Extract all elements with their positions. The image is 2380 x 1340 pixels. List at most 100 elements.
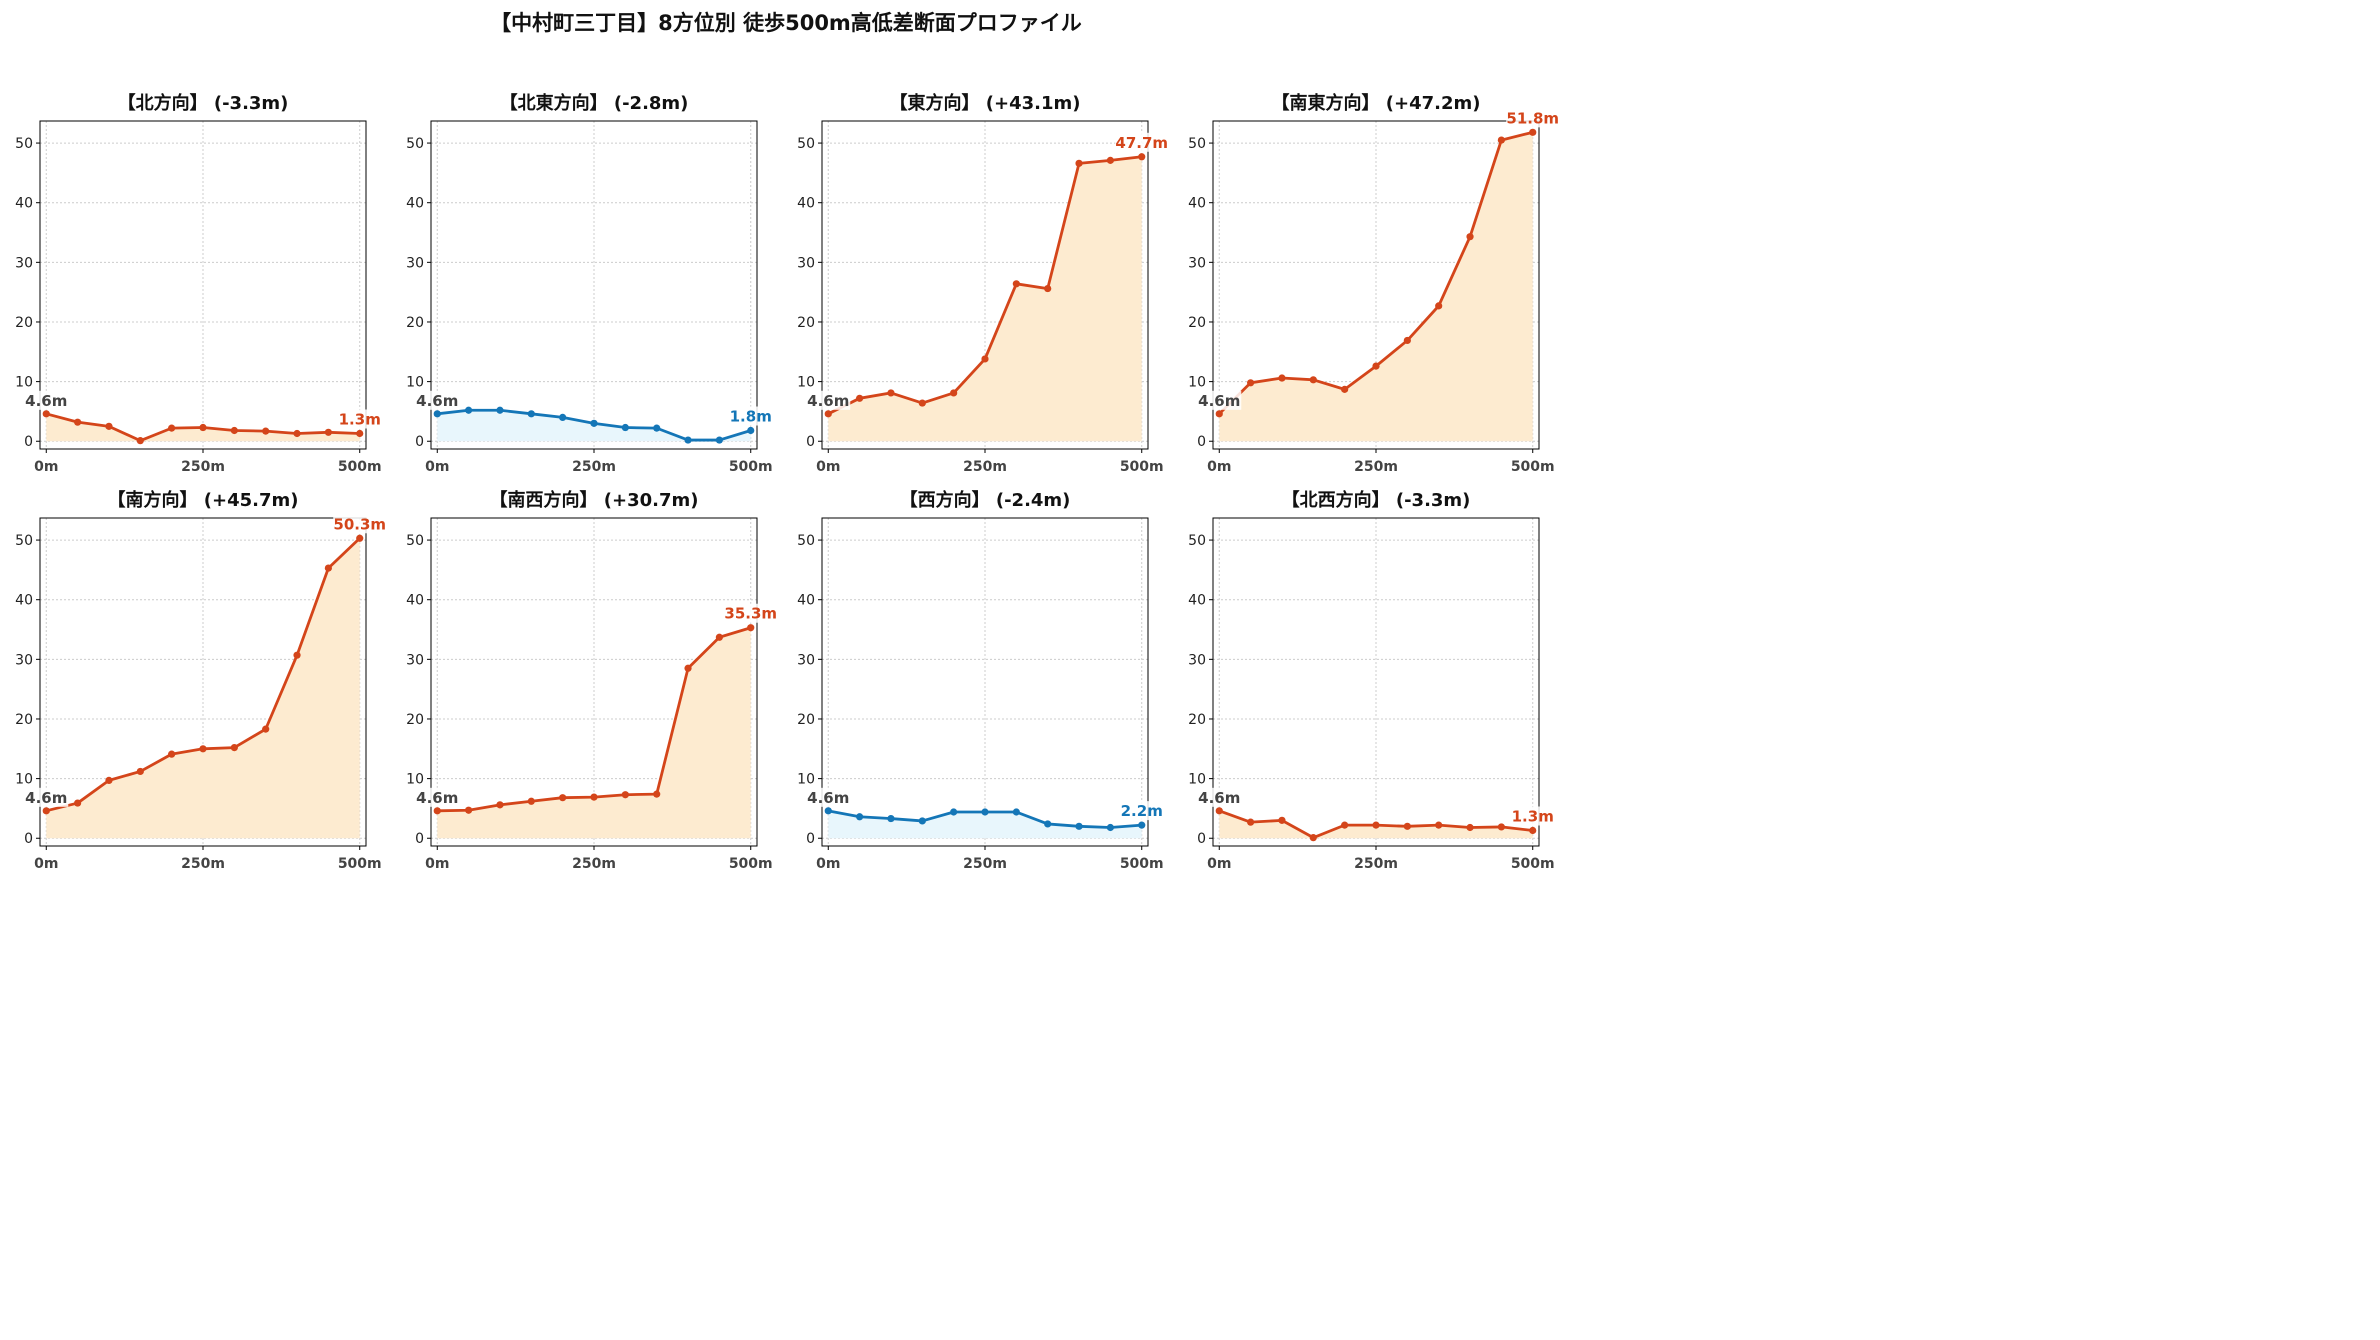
data-point — [199, 423, 207, 432]
data-point — [981, 355, 989, 363]
x-tick-label: 0m — [425, 459, 449, 475]
data-point — [465, 406, 473, 414]
panel-title: 【南西方向】 (+30.7m) — [490, 489, 699, 511]
x-tick-label: 0m — [816, 856, 840, 872]
data-point — [621, 791, 629, 799]
x-tick-label: 0m — [34, 856, 58, 872]
data-point — [1497, 823, 1505, 831]
start-value-label: 4.6m — [25, 789, 67, 807]
data-point — [433, 807, 441, 815]
data-point — [856, 394, 864, 402]
end-value-label: 35.3m — [724, 605, 777, 623]
data-point — [433, 410, 441, 418]
y-tick-label: 50 — [1188, 136, 1206, 152]
start-value-label: 4.6m — [416, 789, 458, 807]
start-label-bg — [806, 390, 851, 410]
end-value-label: 51.8m — [1506, 109, 1559, 127]
data-point — [42, 807, 50, 815]
y-tick-label: 10 — [406, 375, 424, 391]
data-point — [1044, 284, 1052, 293]
x-tick-label: 500m — [1120, 459, 1164, 475]
start-value-label: 4.6m — [1198, 392, 1240, 410]
data-point — [1215, 807, 1223, 815]
data-point — [559, 794, 567, 802]
y-tick-label: 10 — [1188, 772, 1206, 788]
x-tick-label: 0m — [34, 459, 58, 475]
data-point — [1044, 820, 1052, 828]
data-point — [74, 418, 82, 426]
data-point — [1278, 374, 1286, 382]
y-tick-label: 0 — [24, 434, 33, 450]
chart-figure: 【中村町三丁目】8方位別 徒歩500m高低差断面プロファイル 0 10 20 30 40… — [0, 0, 1564, 880]
panel-title: 【南東方向】 (+47.2m) — [1272, 92, 1481, 114]
y-tick-label: 40 — [797, 196, 815, 212]
start-label-bg — [24, 787, 69, 807]
end-value-label: 1.3m — [339, 410, 381, 428]
data-point — [653, 424, 661, 432]
y-tick-label: 0 — [1197, 434, 1206, 450]
data-point — [824, 410, 832, 418]
data-point — [590, 793, 598, 801]
y-tick-label: 30 — [1188, 255, 1206, 271]
start-label-bg — [1197, 390, 1242, 410]
start-value-label: 4.6m — [807, 392, 849, 410]
data-point — [918, 399, 926, 407]
data-point — [168, 750, 176, 758]
data-point — [950, 389, 958, 397]
data-point — [1466, 233, 1474, 241]
y-tick-label: 20 — [406, 315, 424, 331]
data-point — [136, 437, 144, 445]
x-tick-label: 250m — [181, 856, 225, 872]
data-point — [1075, 822, 1083, 830]
data-point — [324, 564, 332, 572]
data-point — [168, 424, 176, 432]
x-tick-label: 0m — [425, 856, 449, 872]
x-tick-label: 500m — [1511, 459, 1555, 475]
y-tick-label: 30 — [797, 652, 815, 668]
data-point — [824, 807, 832, 815]
x-tick-label: 500m — [338, 856, 382, 872]
panel-title: 【東方向】 (+43.1m) — [890, 92, 1081, 114]
y-tick-label: 40 — [15, 196, 33, 212]
y-tick-label: 30 — [15, 652, 33, 668]
y-tick-label: 50 — [1188, 533, 1206, 549]
data-point — [918, 817, 926, 825]
data-point — [1106, 156, 1114, 164]
area-fill — [1219, 810, 1533, 839]
panel-title: 【北方向】 (-3.3m) — [118, 92, 289, 114]
data-point — [950, 808, 958, 816]
start-label-bg — [806, 787, 851, 807]
x-tick-label: 500m — [1120, 856, 1164, 872]
y-tick-label: 0 — [806, 434, 815, 450]
data-point — [105, 776, 113, 785]
x-tick-label: 250m — [572, 856, 616, 872]
data-point — [1435, 821, 1443, 829]
figure-title: 【中村町三丁目】8方位別 徒歩500m高低差断面プロファイル — [490, 11, 1082, 35]
x-tick-label: 500m — [338, 459, 382, 475]
data-point — [293, 651, 301, 659]
end-value-label: 47.7m — [1115, 134, 1168, 152]
y-tick-label: 40 — [1188, 196, 1206, 212]
end-value-label: 1.3m — [1512, 807, 1554, 825]
y-tick-label: 50 — [797, 533, 815, 549]
data-point — [496, 801, 504, 809]
end-value-label: 1.8m — [730, 408, 772, 426]
y-tick-label: 20 — [797, 315, 815, 331]
start-value-label: 4.6m — [1198, 789, 1240, 807]
data-point — [262, 427, 270, 435]
data-point — [747, 624, 755, 632]
x-tick-label: 250m — [963, 856, 1007, 872]
y-tick-label: 10 — [797, 375, 815, 391]
area-fill — [437, 627, 751, 839]
end-value-label: 50.3m — [333, 515, 386, 533]
data-point — [105, 422, 113, 430]
data-point — [621, 423, 629, 432]
y-tick-label: 0 — [24, 831, 33, 847]
data-point — [1215, 410, 1223, 418]
data-point — [1403, 336, 1411, 345]
start-value-label: 4.6m — [807, 789, 849, 807]
x-tick-label: 0m — [1207, 459, 1231, 475]
